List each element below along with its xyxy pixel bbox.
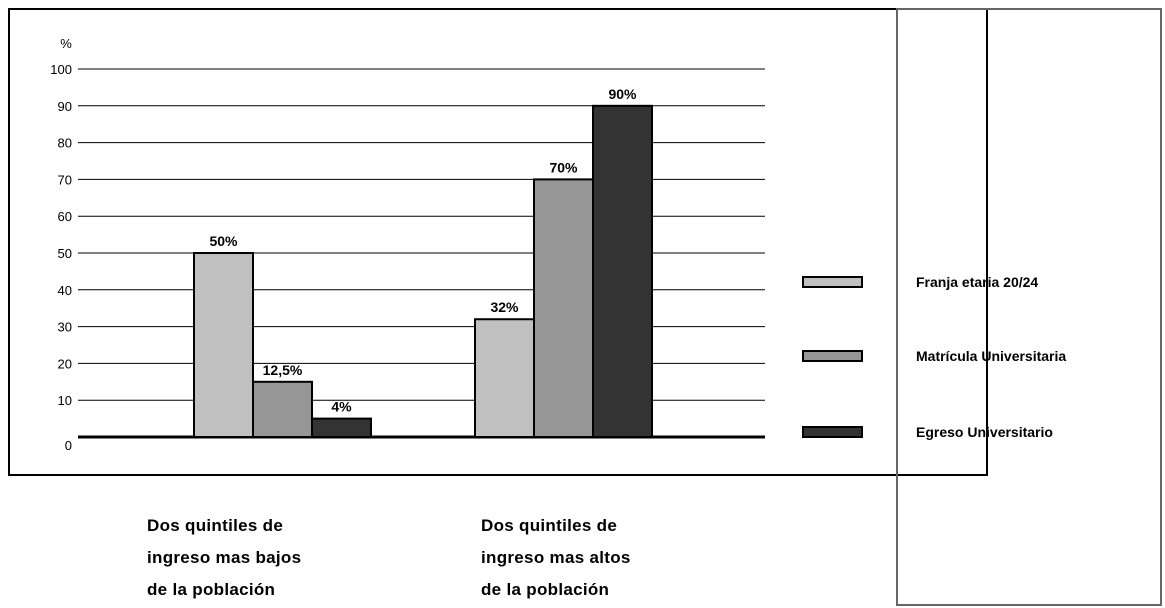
legend-frame (896, 8, 1162, 606)
legend-label-1: Matrícula Universitaria (916, 348, 1066, 364)
chart-frame (8, 8, 988, 476)
legend-label-2: Egreso Universitario (916, 424, 1053, 440)
bar-label-0-1: 12,5% (263, 362, 303, 378)
y-tick-labels: 0 10 20 30 40 50 60 70 80 90 100 (50, 62, 72, 453)
y-tick-label-20: 20 (58, 356, 72, 371)
category-label-high-income: Dos quintiles de ingreso mas altos de la… (481, 516, 631, 599)
y-tick-label-40: 40 (58, 283, 72, 298)
bars (193, 104, 653, 439)
category-label-low-income: Dos quintiles de ingreso mas bajos de la… (147, 516, 302, 599)
gridlines (78, 68, 765, 439)
y-tick-label-70: 70 (58, 172, 72, 187)
y-tick-label-90: 90 (58, 99, 72, 114)
y-unit-label: % (60, 36, 72, 51)
bar-1-0 (474, 318, 535, 438)
bar-1-2 (592, 104, 653, 439)
legend-swatch-0 (802, 276, 863, 288)
legend-label-0: Franja etaria 20/24 (916, 274, 1038, 290)
bar-value-labels: 50% 12,5% 4% 32% 70% 90% (209, 86, 637, 415)
bar-label-1-0: 32% (490, 299, 519, 315)
y-tick-label-100: 100 (50, 62, 72, 77)
bar-0-1 (252, 380, 313, 438)
legend-swatch-1 (802, 350, 863, 362)
y-tick-label-50: 50 (58, 246, 72, 261)
bar-0-2 (311, 417, 372, 439)
y-tick-label-80: 80 (58, 136, 72, 151)
bar-1-1 (533, 178, 594, 438)
y-tick-label-30: 30 (58, 320, 72, 335)
bar-label-0-2: 4% (331, 399, 352, 415)
bar-0-0 (193, 252, 254, 438)
y-tick-label-0: 0 (65, 438, 72, 453)
bar-label-1-2: 90% (608, 86, 637, 102)
bar-label-1-1: 70% (549, 159, 578, 175)
bar-label-0-0: 50% (209, 233, 238, 249)
legend-swatch-2 (802, 426, 863, 438)
y-tick-label-10: 10 (58, 393, 72, 408)
y-tick-label-60: 60 (58, 209, 72, 224)
legend: Franja etaria 20/24 Matrícula Universitar… (802, 274, 1066, 440)
